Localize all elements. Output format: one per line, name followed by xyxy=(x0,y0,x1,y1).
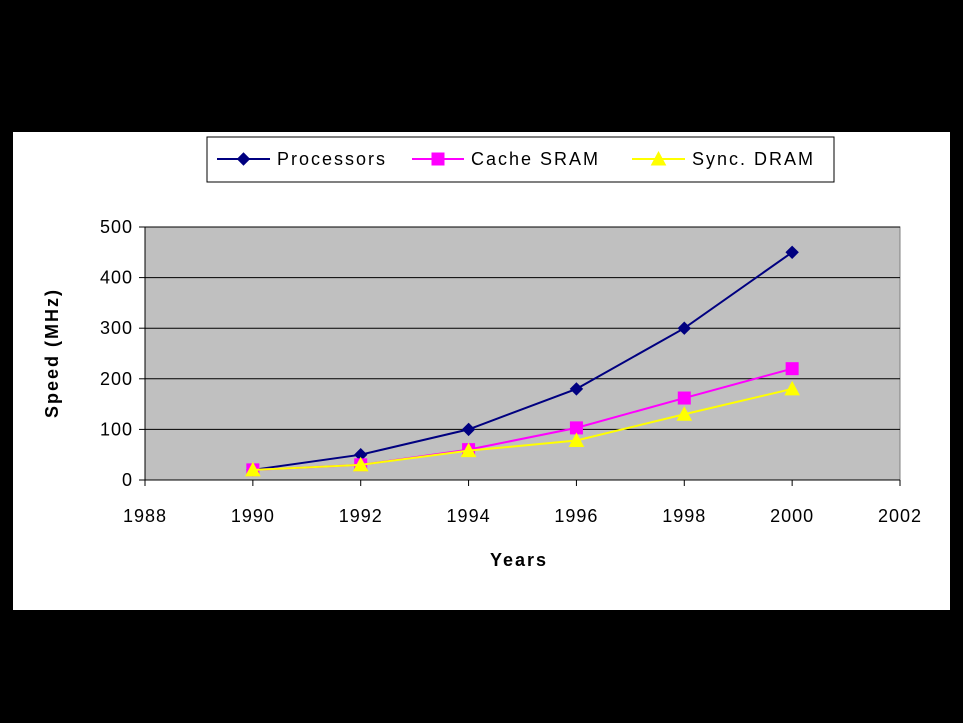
x-tick-label: 2002 xyxy=(878,506,922,526)
y-tick-label: 300 xyxy=(100,318,133,338)
data-point xyxy=(460,442,477,458)
data-point xyxy=(677,321,691,335)
data-point xyxy=(785,245,799,260)
x-tick-label: 2000 xyxy=(770,506,814,526)
legend-box xyxy=(206,136,835,183)
legend-item: Sync. DRAM xyxy=(632,149,815,169)
legend-label: Cache SRAM xyxy=(471,149,600,169)
legend-marker xyxy=(650,150,667,166)
series-3 xyxy=(245,380,800,477)
data-point xyxy=(677,391,691,405)
data-point xyxy=(569,421,583,435)
data-point xyxy=(352,456,369,472)
y-tick-label: 100 xyxy=(100,419,133,439)
legend-marker xyxy=(431,152,445,166)
x-tick-label: 1994 xyxy=(447,506,491,526)
data-point xyxy=(676,406,693,421)
x-axis-title: Years xyxy=(490,550,548,570)
data-point xyxy=(568,432,585,448)
legend-label: Processors xyxy=(277,149,387,169)
y-tick-label: 500 xyxy=(100,217,133,237)
legend-marker xyxy=(236,152,251,166)
legend: Processors Cache SRAM Sync. DRAM xyxy=(206,136,835,183)
x-tick-label: 1992 xyxy=(339,506,383,526)
axes: 0 100 200 300 400 500 1988 1990 1992 1994 1996 1998… xyxy=(100,217,922,526)
series xyxy=(245,245,800,477)
data-point xyxy=(569,382,584,396)
legend-item: Processors xyxy=(217,149,387,169)
x-tick-label: 1996 xyxy=(554,506,598,526)
line-chart: Processors Cache SRAM Sync. DRAM 0 100 200 30… xyxy=(42,136,922,570)
gridlines xyxy=(145,226,900,430)
y-tick-label: 0 xyxy=(122,470,133,490)
legend-item: Cache SRAM xyxy=(412,149,600,169)
y-tick-label: 200 xyxy=(100,369,133,389)
data-point xyxy=(785,362,799,376)
plot-area xyxy=(144,226,901,481)
data-point xyxy=(784,380,800,396)
data-point xyxy=(461,422,476,437)
y-tick-label: 400 xyxy=(100,268,133,288)
series-line xyxy=(252,387,793,471)
x-tick-label: 1998 xyxy=(662,506,706,526)
series-line xyxy=(252,251,793,471)
data-point xyxy=(245,461,261,477)
y-axis-title: Speed (MHz) xyxy=(42,288,62,418)
chart-panel: Processors Cache SRAM Sync. DRAM 0 100 200 30… xyxy=(13,132,950,610)
x-tick-label: 1988 xyxy=(123,506,167,526)
x-tick-label: 1990 xyxy=(231,506,275,526)
legend-label: Sync. DRAM xyxy=(692,149,815,169)
